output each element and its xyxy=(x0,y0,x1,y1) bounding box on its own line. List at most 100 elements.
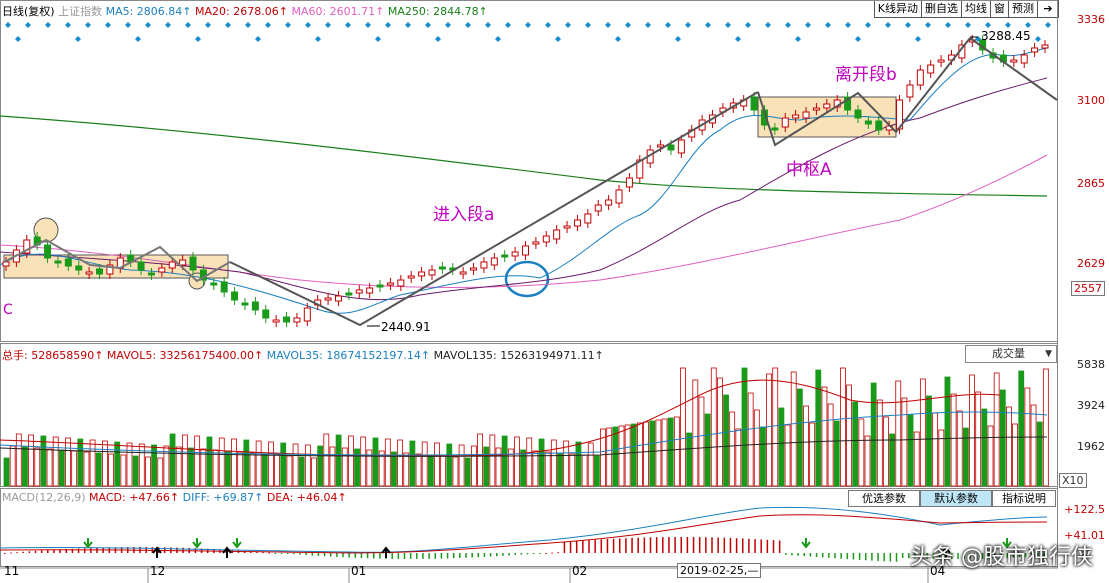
indicator-help-button[interactable]: 指标说明 xyxy=(992,490,1056,507)
diamond-marker xyxy=(135,36,141,42)
volume-bar xyxy=(594,455,600,487)
macd-bar xyxy=(569,541,572,553)
macd-bar xyxy=(526,553,529,555)
volume-bar xyxy=(415,453,422,487)
diamond-marker xyxy=(185,22,191,28)
diamond-marker xyxy=(265,22,271,28)
macd-bar xyxy=(514,553,516,556)
volume-bar xyxy=(581,454,588,487)
macd-bar xyxy=(680,537,682,553)
volume-bar xyxy=(747,392,754,487)
diamond-marker xyxy=(825,22,831,28)
macd-bar xyxy=(846,553,849,560)
ma250-line xyxy=(0,115,1048,197)
diamond-marker xyxy=(1005,22,1011,28)
volume-bar xyxy=(956,410,963,487)
volume-bar xyxy=(292,443,299,487)
watermark: 头条 @股市独行侠 xyxy=(910,545,1093,570)
macd-bar xyxy=(914,553,916,559)
volume-bar xyxy=(993,372,1000,487)
diamond-marker xyxy=(725,22,731,28)
sell-arrow-icon xyxy=(83,538,93,549)
macd-bar xyxy=(520,553,523,555)
macd-bar xyxy=(619,538,621,553)
volume-bar xyxy=(827,403,834,487)
center-zigzag xyxy=(757,37,971,147)
chevron-down-icon: ▼ xyxy=(1045,349,1052,359)
volume-unit: X10 xyxy=(1059,473,1087,488)
volume-bar xyxy=(692,379,699,487)
volume-bar xyxy=(372,437,379,487)
macd-bar xyxy=(329,553,332,557)
diamond-marker xyxy=(565,22,571,28)
macd-bar xyxy=(34,550,37,553)
volume-bar xyxy=(237,451,244,487)
candle-body xyxy=(283,316,291,323)
volume-bar xyxy=(538,438,545,487)
default-params-button[interactable]: 默认参数 xyxy=(920,490,992,507)
price-tick: 3100 xyxy=(1077,94,1105,107)
volume-bar xyxy=(194,435,201,487)
volume-bar xyxy=(40,435,47,487)
buy-arrow-icon xyxy=(941,546,951,558)
diamond-marker xyxy=(45,22,51,28)
volume-bar xyxy=(889,433,895,487)
entry-segment-label: 进入段a xyxy=(433,205,495,225)
diamond-marker xyxy=(15,36,21,42)
volume-bar xyxy=(22,446,28,487)
kline-change-button[interactable]: K线异动 xyxy=(874,0,922,18)
volume-bar xyxy=(784,424,791,487)
volume-bar xyxy=(753,409,760,487)
diamond-marker xyxy=(545,22,551,28)
optimal-params-button[interactable]: 优选参数 xyxy=(848,490,920,507)
volume-bar xyxy=(458,444,465,487)
volume-bar xyxy=(550,439,557,487)
macd-bar xyxy=(877,553,879,561)
macd-bar xyxy=(760,539,762,553)
macd-bar xyxy=(274,553,277,554)
volume-bar xyxy=(384,438,391,487)
macd-bar xyxy=(821,553,824,558)
volume-bar xyxy=(883,416,889,487)
diamond-marker xyxy=(255,36,261,42)
peak-circle xyxy=(33,217,59,243)
macd-bar xyxy=(686,537,689,553)
letter-c-label: C xyxy=(3,302,13,318)
dropdown-value: 成交量 xyxy=(992,347,1025,360)
volume-bar xyxy=(544,451,551,487)
volume-bar xyxy=(77,438,84,487)
macd-bar xyxy=(1012,553,1015,558)
volume-bar xyxy=(114,441,121,487)
volume-bar xyxy=(452,456,459,487)
macd-bar xyxy=(901,553,904,559)
volume-bar xyxy=(95,452,102,487)
volume-bar xyxy=(15,433,22,487)
macd-bar xyxy=(489,553,492,557)
indicator-dropdown[interactable]: 成交量 ▼ xyxy=(965,345,1057,363)
ma-button[interactable]: 均线 xyxy=(962,0,991,18)
candle-body xyxy=(179,259,187,266)
candle-body xyxy=(636,159,644,179)
macd-bar xyxy=(477,553,480,558)
macd-bar xyxy=(612,538,615,553)
volume-bar xyxy=(514,436,520,487)
macd-bar xyxy=(926,553,928,559)
diamond-marker xyxy=(785,22,791,28)
macd-bar xyxy=(379,553,381,559)
buy-arrow-icon xyxy=(222,546,232,558)
macd-bar xyxy=(606,539,609,553)
forecast-button[interactable]: 预测 xyxy=(1009,0,1038,18)
macd-bar xyxy=(422,553,424,559)
macd-bar xyxy=(908,553,910,559)
macd-bar xyxy=(502,553,504,556)
volume-bar xyxy=(102,440,108,487)
x-label: 11 xyxy=(4,564,20,578)
macd-bar xyxy=(77,548,80,553)
candle-body xyxy=(366,287,374,294)
volume-bar xyxy=(354,448,360,487)
diamond-marker xyxy=(605,22,611,28)
macd-bar xyxy=(551,552,553,554)
candle-body xyxy=(355,289,363,294)
diamond-marker xyxy=(795,36,801,42)
macd-bar xyxy=(778,540,781,553)
